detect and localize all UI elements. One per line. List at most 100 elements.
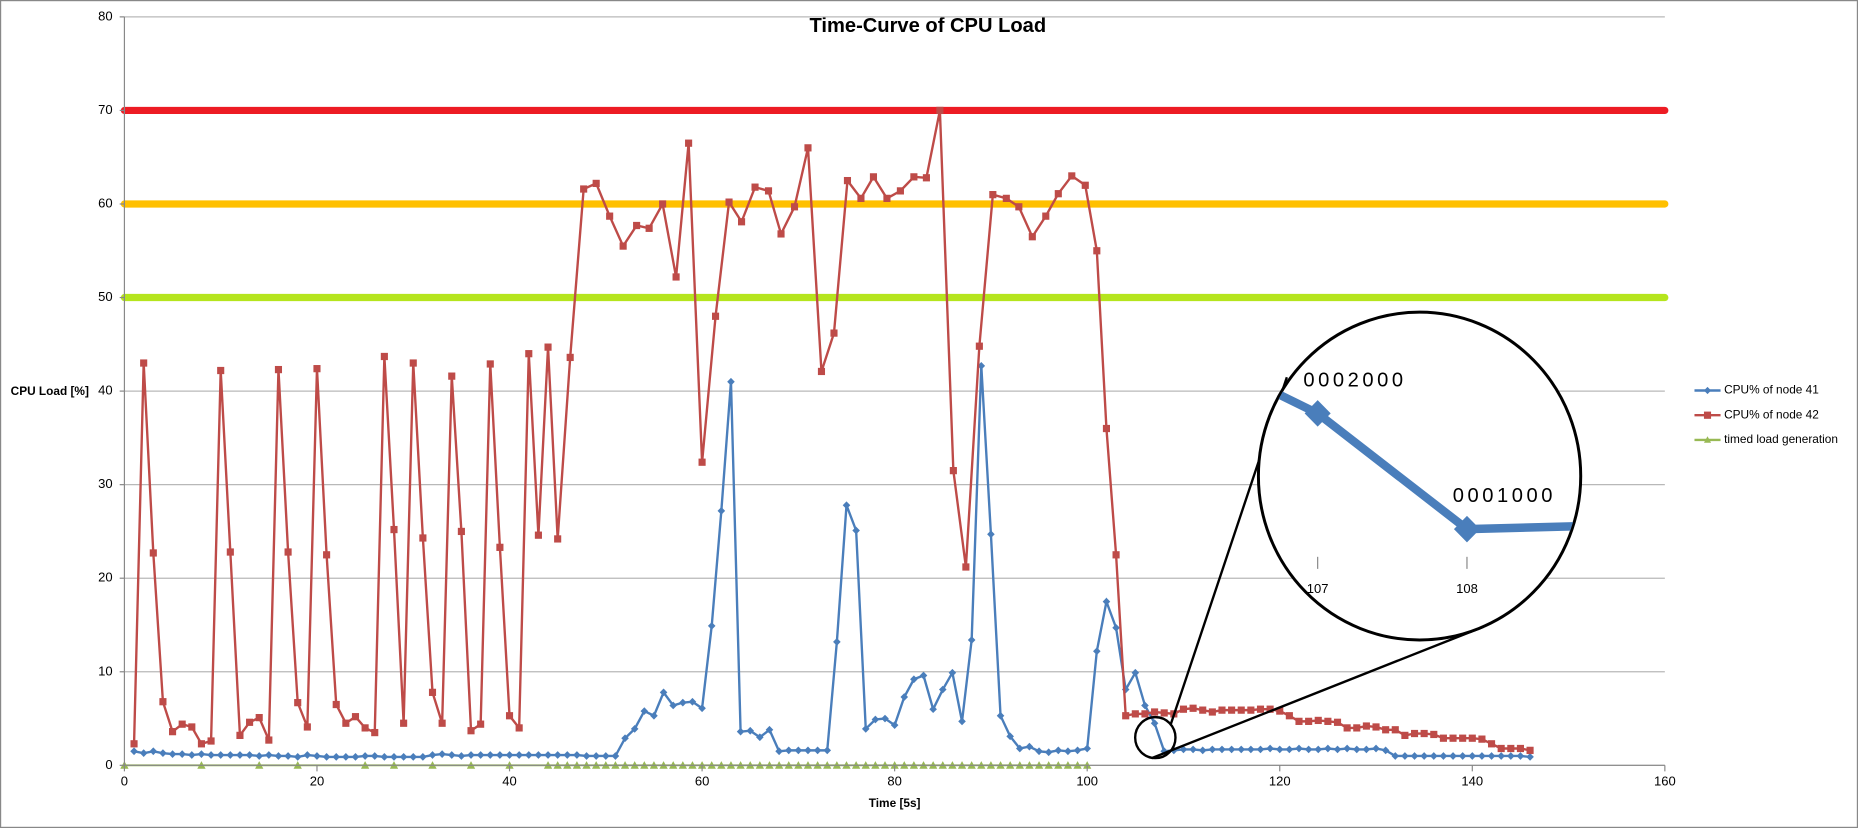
- point: [159, 698, 167, 706]
- zoom-lens: [1256, 310, 1583, 642]
- point: [226, 548, 234, 556]
- point: [1189, 704, 1197, 712]
- point: [1507, 744, 1515, 753]
- point: [140, 359, 148, 367]
- point: [534, 531, 542, 539]
- thresholds: [120, 106, 1669, 302]
- point: [1016, 744, 1024, 753]
- point: [949, 467, 957, 475]
- point: [857, 194, 865, 202]
- point: [611, 752, 620, 760]
- point: [1122, 712, 1130, 720]
- point: [621, 734, 629, 743]
- point: [1382, 726, 1390, 734]
- point: [1304, 400, 1331, 427]
- point: [1179, 745, 1188, 754]
- point: [178, 750, 186, 758]
- point: [1703, 386, 1712, 395]
- point: [727, 377, 735, 386]
- point: [419, 753, 427, 761]
- point: [1353, 724, 1361, 732]
- y-tick-label: 0: [105, 757, 112, 772]
- point: [910, 173, 918, 181]
- point: [1304, 745, 1313, 754]
- point: [948, 668, 957, 677]
- point: [1703, 436, 1712, 443]
- point: [688, 697, 697, 706]
- point: [1189, 745, 1197, 754]
- point: [524, 751, 533, 759]
- point: [1478, 735, 1486, 743]
- point: [1035, 747, 1043, 756]
- point: [505, 751, 514, 759]
- point: [534, 751, 543, 759]
- point: [217, 366, 225, 375]
- inset-tick-label: 107: [1307, 581, 1329, 596]
- point: [236, 751, 244, 759]
- point: [738, 218, 746, 226]
- point: [197, 740, 205, 748]
- point: [1054, 190, 1062, 198]
- point: [332, 753, 341, 761]
- point: [361, 724, 369, 732]
- point: [149, 549, 157, 557]
- inset-annotation: 0002000: [1303, 369, 1406, 391]
- point: [255, 713, 263, 722]
- point: [1121, 685, 1130, 694]
- point: [332, 700, 340, 709]
- point: [477, 720, 485, 728]
- point: [977, 361, 986, 370]
- point: [1487, 740, 1496, 748]
- point: [1285, 745, 1294, 754]
- point: [1343, 724, 1351, 732]
- chart-title: Time-Curve of CPU Load: [809, 15, 1046, 37]
- point: [1227, 745, 1236, 754]
- point: [712, 312, 720, 320]
- point: [409, 359, 417, 367]
- point: [1218, 706, 1226, 714]
- point: [1314, 745, 1323, 754]
- point: [1081, 181, 1089, 189]
- point: [284, 548, 292, 556]
- point: [659, 200, 667, 208]
- point: [1237, 745, 1246, 754]
- legend-label: timed load generation: [1724, 432, 1838, 446]
- point: [736, 727, 745, 736]
- point: [1507, 752, 1515, 760]
- point: [159, 749, 167, 758]
- point: [717, 506, 726, 515]
- point: [896, 187, 904, 195]
- point: [592, 179, 600, 188]
- point: [817, 367, 826, 376]
- point: [1478, 752, 1486, 760]
- point: [1449, 734, 1457, 742]
- axes: 0 10 20 30 40 50 60 70 80 0 20 40 60 80 100 120 140 160: [98, 8, 1676, 788]
- point: [351, 753, 360, 761]
- point: [910, 675, 918, 684]
- point: [265, 751, 273, 759]
- x-tick-label: 120: [1269, 774, 1291, 789]
- point: [1324, 744, 1332, 753]
- point: [1352, 745, 1361, 754]
- y-tick-label: 40: [98, 382, 112, 397]
- point: [890, 721, 899, 729]
- point: [1429, 752, 1438, 760]
- x-tick-label: 20: [310, 774, 324, 789]
- point: [630, 724, 639, 733]
- point: [284, 752, 292, 760]
- point: [178, 720, 186, 728]
- point: [975, 342, 983, 350]
- point: [274, 365, 283, 374]
- point: [1497, 744, 1505, 753]
- point: [380, 352, 388, 361]
- point: [929, 705, 937, 714]
- point: [1372, 744, 1380, 753]
- point: [843, 176, 852, 185]
- point: [869, 173, 878, 181]
- point: [1044, 748, 1053, 757]
- point: [226, 751, 235, 759]
- point: [390, 525, 398, 534]
- point: [1256, 745, 1265, 754]
- point: [1102, 424, 1111, 433]
